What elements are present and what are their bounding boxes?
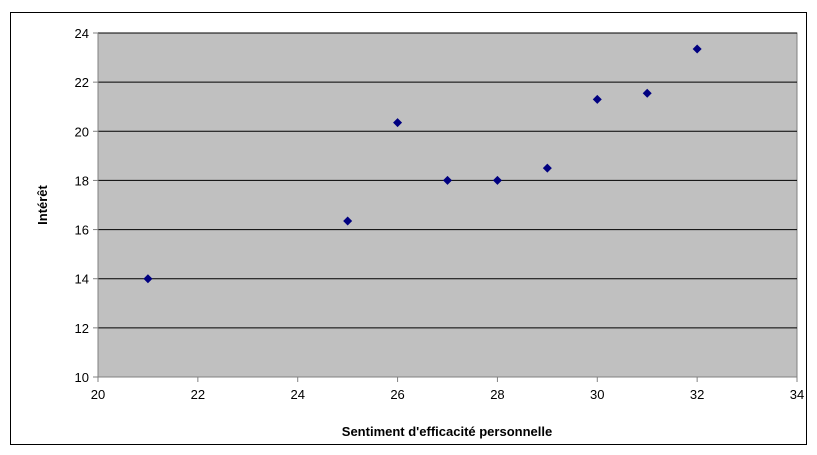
x-tick-label: 20 (91, 387, 105, 402)
data-point (443, 175, 452, 185)
y-axis-tick-labels: 10 12 14 16 18 20 22 24 (75, 26, 89, 385)
x-tick-label: 34 (790, 387, 804, 402)
x-tick-label: 28 (490, 387, 504, 402)
data-point (542, 163, 552, 173)
y-tick-label: 22 (75, 75, 89, 90)
data-points (143, 44, 702, 284)
y-tick-label: 20 (75, 124, 89, 139)
data-point (393, 118, 403, 128)
data-point (642, 88, 652, 98)
chart-area: 10 12 14 16 18 20 22 24 20 22 24 26 28 30 32 34 Sentim… (10, 12, 807, 445)
scatter-chart: 10 12 14 16 18 20 22 24 20 22 24 26 28 30 32 34 Sentim… (35, 26, 804, 439)
y-tick-label: 10 (75, 370, 89, 385)
x-tick-label: 24 (290, 387, 304, 402)
y-axis-title: Intérêt (35, 184, 50, 224)
x-tick-label: 30 (590, 387, 604, 402)
y-tick-label: 18 (75, 173, 89, 188)
x-axis-title: Sentiment d'efficacité personnelle (342, 424, 552, 439)
x-tick-label: 32 (690, 387, 704, 402)
y-tick-label: 12 (75, 321, 89, 336)
x-tick-label: 26 (390, 387, 404, 402)
x-axis-tick-labels: 20 22 24 26 28 30 32 34 (91, 387, 804, 402)
plot-area (97, 32, 798, 378)
y-tick-label: 16 (75, 223, 89, 238)
x-tick-label: 22 (191, 387, 205, 402)
axes (93, 32, 798, 382)
data-point (143, 274, 153, 284)
data-point (692, 44, 702, 54)
gridlines (98, 32, 797, 329)
data-point (343, 216, 353, 226)
y-tick-label: 24 (75, 26, 89, 41)
y-tick-label: 14 (75, 272, 89, 287)
data-point (492, 175, 502, 185)
data-point (592, 94, 602, 104)
